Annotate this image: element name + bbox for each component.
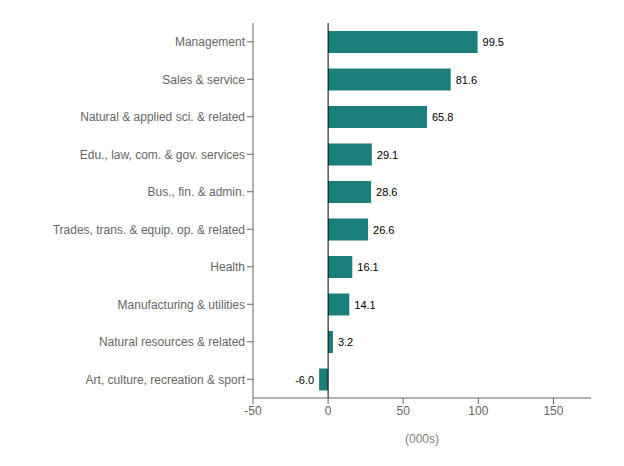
svg-text:50: 50 [397, 404, 411, 418]
svg-text:99.5: 99.5 [483, 36, 504, 48]
svg-text:28.6: 28.6 [376, 186, 397, 198]
svg-text:Management: Management [175, 35, 246, 49]
svg-text:26.6: 26.6 [373, 224, 394, 236]
svg-text:Bus., fin. & admin.: Bus., fin. & admin. [148, 185, 245, 199]
svg-text:0: 0 [325, 404, 332, 418]
svg-text:Health: Health [210, 260, 245, 274]
svg-text:65.8: 65.8 [432, 111, 453, 123]
svg-text:Natural & applied sci. & relat: Natural & applied sci. & related [80, 110, 245, 124]
svg-text:-50: -50 [244, 404, 262, 418]
svg-text:16.1: 16.1 [357, 261, 378, 273]
svg-text:Sales & service: Sales & service [162, 73, 245, 87]
svg-text:Trades, trans. & equip. op. &: Trades, trans. & equip. op. & related [53, 223, 245, 237]
svg-text:Natural resources & related: Natural resources & related [99, 335, 245, 349]
svg-text:81.6: 81.6 [456, 74, 477, 86]
svg-text:-6.0: -6.0 [295, 374, 314, 386]
svg-text:Edu., law, com. & gov. service: Edu., law, com. & gov. services [80, 148, 245, 162]
svg-text:Art, culture, recreation & spo: Art, culture, recreation & sport [86, 373, 246, 387]
svg-text:100: 100 [468, 404, 488, 418]
svg-text:150: 150 [543, 404, 563, 418]
svg-text:(000s): (000s) [405, 432, 439, 446]
svg-text:14.1: 14.1 [354, 299, 375, 311]
svg-text:Manufacturing & utilities: Manufacturing & utilities [118, 298, 245, 312]
svg-text:29.1: 29.1 [377, 149, 398, 161]
svg-text:3.2: 3.2 [338, 336, 353, 348]
